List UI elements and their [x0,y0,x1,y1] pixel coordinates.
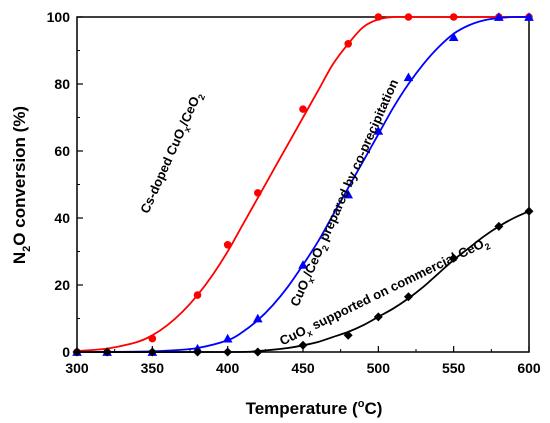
series-0-point [299,105,307,113]
x-tick-label: 450 [291,360,315,376]
y-tick-label: 40 [54,210,70,226]
y-tick-label: 60 [54,143,70,159]
series-2-point [449,253,459,263]
series-2-point [147,347,157,357]
x-tick-label: 600 [517,360,541,376]
series-1-point [222,333,233,343]
series-1-point [298,260,308,269]
series-1-point [253,313,263,323]
series-0-point [148,334,157,343]
series-0-point [253,189,262,197]
y-axis-label: N2O conversion (%) [10,106,33,264]
series-0-point [344,40,353,48]
y-tick-label: 100 [47,9,71,25]
series-2-point [298,340,308,350]
series-1-point [524,12,534,21]
y-tick-label: 80 [54,76,70,92]
axis-ticks: 300 350 400 450 500 550 600 0 20 40 60 80 100 [47,9,541,376]
series-2-point [373,312,383,322]
series-2-point [102,347,112,357]
series-0-point [404,13,413,21]
series-0-point [374,13,383,21]
x-tick-label: 400 [216,360,240,376]
series-2-point [343,330,353,340]
x-tick-label: 300 [65,360,89,376]
x-tick-label: 350 [141,360,165,376]
series-2-point [72,347,82,357]
series-1-point [403,72,414,82]
series-1-point [343,189,353,199]
series-2 [72,206,534,357]
series-0-point [223,241,232,249]
series-2-point [193,347,203,357]
series-2-point [524,206,534,216]
series-1-point [494,12,504,21]
series-0 [73,13,533,356]
series-0-label: Cs-doped CuOx/CeO2 [137,90,207,217]
x-tick-label: 550 [442,360,466,376]
series-0-point [449,13,458,21]
series-2-point [223,347,233,357]
y-tick-label: 0 [62,344,70,360]
series-0-point [193,291,202,299]
series-2-point [494,221,504,231]
series-1-point [373,126,384,135]
series-layer [72,12,534,357]
series-2-point [403,292,413,302]
y-tick-label: 20 [54,277,70,293]
x-axis-label: Temperature (oC) [246,398,383,418]
series-1 [72,12,534,356]
series-1-point [448,32,459,41]
x-tick-label: 500 [367,360,391,376]
series-2-point [253,347,263,357]
